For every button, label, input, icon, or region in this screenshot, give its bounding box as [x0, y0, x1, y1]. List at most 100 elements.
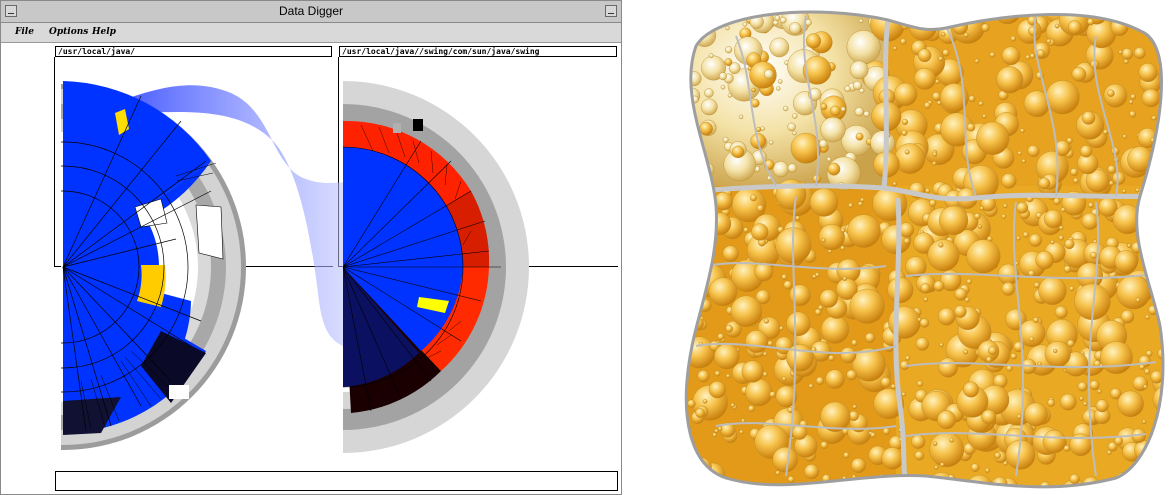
bubble	[820, 401, 851, 432]
bubble	[789, 284, 811, 307]
bubble	[857, 201, 863, 207]
bubble	[848, 202, 854, 208]
menu-file[interactable]: File	[15, 27, 34, 37]
bubble	[1025, 54, 1031, 60]
bubble	[1145, 314, 1150, 320]
bubble	[762, 371, 768, 377]
bubble	[787, 122, 796, 132]
bubble	[1116, 275, 1151, 310]
bubble	[923, 477, 935, 487]
bubble	[963, 32, 969, 38]
bubble	[881, 447, 904, 470]
bubble	[758, 12, 769, 13]
bubble	[1150, 370, 1163, 384]
radial-views[interactable]	[1, 1, 621, 495]
bubble	[913, 67, 936, 90]
bubble	[686, 302, 692, 307]
bubble	[751, 223, 769, 241]
bubble	[1042, 429, 1066, 454]
bubble	[1088, 7, 1092, 11]
bubble	[1023, 402, 1048, 427]
bubble	[1021, 158, 1026, 164]
bubble	[1067, 20, 1082, 35]
bubble	[712, 432, 717, 438]
bubble	[1118, 50, 1123, 55]
bubble	[679, 14, 685, 20]
bubble	[1066, 339, 1075, 348]
bubble	[725, 25, 730, 31]
bubble	[787, 475, 795, 483]
bubble	[1016, 201, 1029, 214]
minimize-icon[interactable]	[605, 5, 617, 17]
bubble	[968, 95, 976, 103]
bubble	[1135, 187, 1140, 193]
bubble	[932, 91, 942, 101]
bubble	[769, 37, 790, 58]
bubble	[689, 14, 705, 30]
menu-help[interactable]: Help	[92, 27, 116, 37]
right-sunburst	[343, 81, 529, 453]
status-field[interactable]	[55, 471, 618, 491]
bubble	[840, 347, 857, 364]
bubble	[953, 305, 967, 318]
bubble	[1108, 180, 1114, 186]
bubble	[1038, 276, 1067, 305]
bubble	[805, 33, 822, 49]
bubble	[937, 410, 956, 430]
bubble	[1155, 19, 1163, 33]
bubble	[844, 85, 851, 93]
bubble	[1095, 399, 1109, 413]
bubble	[1143, 177, 1163, 210]
bubble	[1066, 137, 1073, 144]
bubble	[978, 101, 984, 107]
bubble	[915, 337, 930, 351]
right-path-field[interactable]: /usr/local/java//swing/com/sun/java/swin…	[339, 46, 617, 57]
bubble	[677, 490, 684, 495]
left-path-field[interactable]: /usr/local/java/	[55, 46, 332, 57]
bubble	[1010, 35, 1017, 42]
bubble	[1139, 206, 1158, 224]
bubble	[1006, 365, 1013, 372]
bubble	[768, 139, 774, 145]
bubble	[1166, 428, 1172, 435]
bubble	[934, 465, 939, 470]
bubble	[1106, 450, 1112, 455]
bubble	[1028, 25, 1039, 37]
bubble	[939, 83, 969, 113]
menu-options[interactable]: Options	[49, 27, 89, 37]
bubble	[720, 84, 726, 90]
bubble	[858, 18, 864, 24]
window-menu-icon[interactable]	[5, 5, 17, 17]
bubble	[996, 66, 1024, 94]
bubble	[903, 237, 911, 245]
bubble	[938, 357, 958, 378]
bubble	[858, 87, 865, 94]
bubble	[1103, 83, 1128, 108]
bubble	[870, 130, 896, 156]
bubble	[741, 360, 764, 383]
bubble	[1164, 480, 1170, 486]
bubble	[677, 138, 681, 142]
bubble	[1142, 419, 1147, 424]
bubble	[1157, 185, 1163, 201]
bubble	[686, 464, 702, 487]
bubble	[1139, 364, 1145, 370]
bubble	[964, 297, 970, 303]
bubble	[854, 107, 864, 117]
bubble	[772, 161, 789, 178]
title-bar[interactable]: Data Digger	[1, 1, 621, 23]
bubble	[821, 238, 826, 243]
bubble	[1159, 281, 1163, 303]
bubble	[727, 93, 733, 98]
bubble	[1032, 317, 1039, 324]
bubble	[676, 155, 679, 159]
bubble-cells	[676, 7, 1172, 495]
bubble	[840, 245, 846, 251]
bubble	[952, 12, 979, 23]
left-sunburst	[61, 81, 246, 450]
bubble	[728, 62, 741, 74]
bubble	[1087, 18, 1095, 26]
bubble	[1122, 134, 1127, 139]
bubble	[1017, 150, 1023, 156]
bubble	[894, 82, 918, 106]
